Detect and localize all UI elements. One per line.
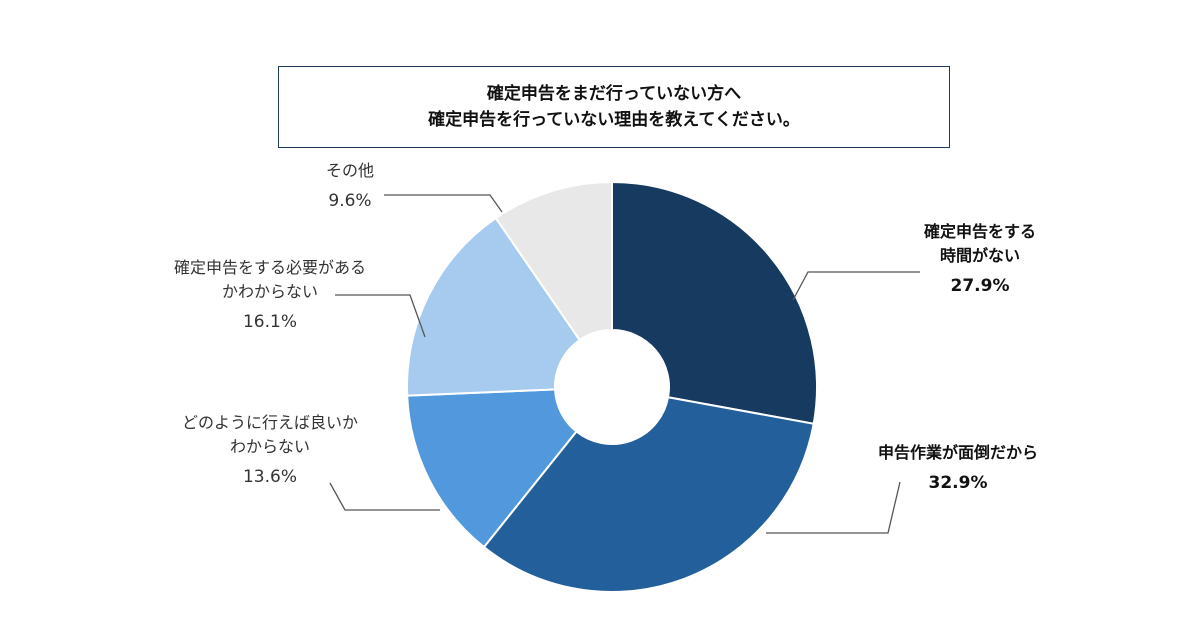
slice-label-how-to-line-1: どのように行えば良いか <box>181 413 358 432</box>
slice-label-how-to-line-2: わからない <box>229 437 310 456</box>
slice-label-other-line-1: その他 <box>325 161 374 180</box>
leader-line-no-time <box>792 271 920 301</box>
leader-line-other <box>384 194 503 213</box>
leader-line-troublesome <box>766 481 901 534</box>
slice-no-time <box>611 180 818 425</box>
slice-label-need-unknown-line-1: 確定申告をする必要がある <box>173 258 366 277</box>
slice-need-unknown <box>406 216 582 397</box>
slice-other <box>494 180 613 342</box>
slice-value-no-time: 27.9% <box>950 276 1010 296</box>
slice-value-how-to: 13.6% <box>242 467 297 487</box>
slice-troublesome <box>482 396 815 593</box>
slice-how-to <box>406 388 578 549</box>
slice-label-no-time-line-1: 確定申告をする <box>923 222 1036 241</box>
slice-label-need-unknown: 確定申告をする必要がある かわからない 16.1% <box>140 256 400 334</box>
chart-title-box: 確定申告をまだ行っていない方へ 確定申告を行っていない理由を教えてください。 <box>278 66 950 148</box>
slice-label-troublesome: 申告作業が面倒だから 32.9% <box>858 441 1058 495</box>
leader-line-how-to <box>329 482 440 511</box>
slice-label-no-time-line-2: 時間がない <box>939 246 1020 265</box>
slice-label-how-to: どのように行えば良いか わからない 13.6% <box>160 411 380 489</box>
chart-title-line-2: 確定申告を行っていない理由を教えてください。 <box>428 110 800 130</box>
slice-label-other: その他 9.6% <box>290 159 410 213</box>
chart-title-line-1: 確定申告をまだ行っていない方へ <box>486 84 742 104</box>
slice-value-other: 9.6% <box>328 191 372 211</box>
slice-label-need-unknown-line-2: かわからない <box>221 282 318 301</box>
slice-value-troublesome: 32.9% <box>928 473 988 493</box>
slice-label-troublesome-line-1: 申告作業が面倒だから <box>877 443 1038 462</box>
slice-label-no-time: 確定申告をする 時間がない 27.9% <box>880 220 1080 298</box>
leader-line-need-unknown <box>335 294 426 338</box>
slice-value-need-unknown: 16.1% <box>242 312 297 332</box>
